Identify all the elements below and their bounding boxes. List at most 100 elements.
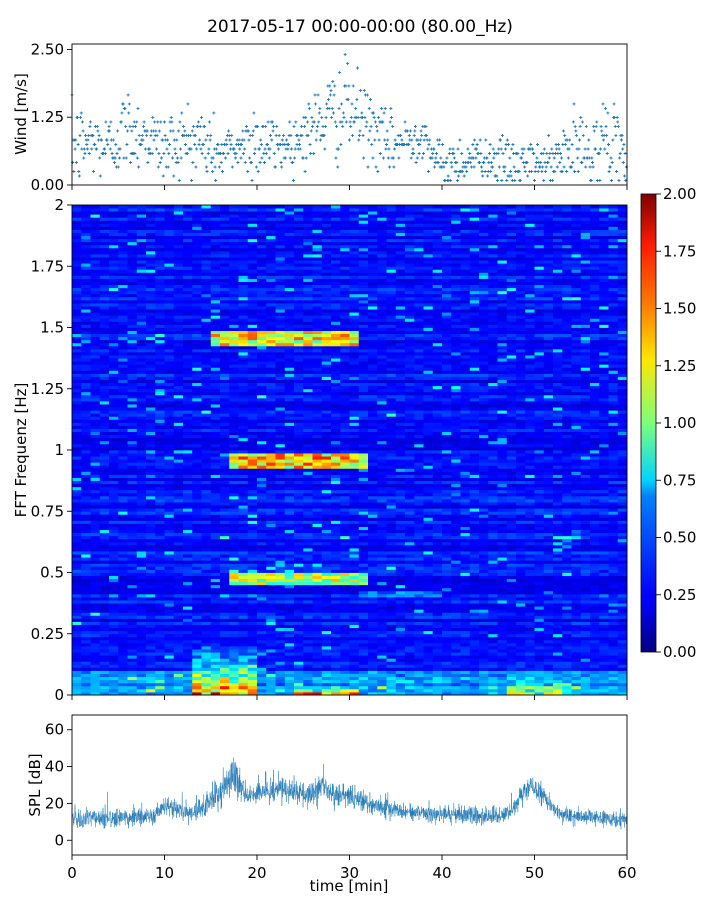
spectrogram-cell <box>506 492 517 497</box>
spectrogram-cell <box>488 624 498 629</box>
spectrogram-cell <box>127 584 138 589</box>
wind-point <box>336 165 340 169</box>
spectrogram-cell <box>590 679 600 684</box>
spectrogram-cell <box>460 529 471 534</box>
spectrogram-cell <box>284 688 295 693</box>
spectrogram-cell <box>617 566 628 570</box>
spectrogram-cell <box>423 532 434 537</box>
wind-point <box>618 156 622 160</box>
spectrogram-cell <box>312 514 323 518</box>
spectrogram-cell <box>303 486 313 491</box>
spectrogram-cell <box>358 633 369 638</box>
spectrogram-cell <box>90 670 101 674</box>
wind-point <box>594 147 598 151</box>
spectrogram-cell <box>414 508 424 512</box>
spectrogram-cell <box>525 575 535 580</box>
spectrogram-cell <box>173 541 184 546</box>
spectrogram-cell <box>257 523 267 527</box>
spectrogram-cell <box>451 572 461 576</box>
spectrogram-cell <box>506 505 517 509</box>
spectrogram-cell <box>395 636 406 641</box>
wind-point <box>300 133 304 137</box>
spectrogram-cell <box>340 593 350 598</box>
spectrogram-cell <box>479 603 489 607</box>
spectrogram-cell <box>275 541 286 546</box>
spectrogram-cell <box>303 514 313 518</box>
spectrogram-cell <box>395 685 406 690</box>
spectrogram-cell <box>553 661 563 665</box>
spectrogram-cell <box>99 514 110 518</box>
spectrogram-cell <box>331 499 341 503</box>
spectrogram-cell <box>516 557 526 561</box>
wind-point <box>285 138 289 142</box>
spectrogram-cell <box>460 649 471 653</box>
spectrogram-cell <box>543 569 554 573</box>
spectrogram-cell <box>155 679 165 684</box>
spectrogram-cell <box>247 639 258 644</box>
spectrogram-cell <box>617 499 628 503</box>
spectrogram-cell <box>247 563 258 567</box>
spectrogram-cell <box>553 658 563 662</box>
wind-point <box>365 93 369 97</box>
spectrogram-cell <box>183 572 193 576</box>
spectrogram-cell <box>173 532 184 537</box>
spectrogram-cell <box>109 538 119 543</box>
spectrogram-cell <box>414 569 424 573</box>
spectrogram-cell <box>303 633 313 638</box>
spectrogram-cell <box>183 639 193 644</box>
spectrogram-cell <box>562 581 572 586</box>
spectrogram-cell <box>525 627 535 632</box>
spectrogram-cell <box>136 529 147 534</box>
spectrogram-cell <box>118 627 128 632</box>
spectrogram-cell <box>580 621 591 625</box>
spectrogram-cell <box>617 572 628 576</box>
spectrogram-cell <box>599 557 609 561</box>
wind-point <box>165 147 169 151</box>
wind-point <box>230 133 234 137</box>
spectrogram-cell <box>534 615 545 619</box>
spectrogram-cell <box>99 600 110 604</box>
spectrogram-cell <box>192 581 202 586</box>
spectrogram-cell <box>109 499 119 503</box>
spectrogram-cell <box>442 560 452 564</box>
spectrogram-cell <box>257 492 267 497</box>
spectrogram-cell <box>183 655 193 659</box>
spectrogram-cell <box>562 554 572 558</box>
spectrogram-cell <box>192 636 202 641</box>
spectrogram-cell <box>617 603 628 607</box>
wind-point <box>78 133 82 137</box>
wind-point <box>517 169 521 173</box>
spectrogram-cell <box>451 649 461 653</box>
spectrogram-cell <box>312 492 323 497</box>
spectrogram-cell <box>229 670 239 674</box>
spectrogram-cell <box>118 685 128 690</box>
spectrogram-cell <box>414 551 424 555</box>
spectrogram-cell <box>109 670 119 674</box>
spectrogram-cell <box>349 523 360 527</box>
spectrogram-cell <box>99 544 110 549</box>
spectrogram-cell <box>506 557 517 561</box>
spectrogram-cell <box>127 597 138 601</box>
spectrogram-cell <box>405 590 415 595</box>
spectrogram-cell <box>349 624 360 629</box>
spectrogram-cell <box>164 624 175 629</box>
spectrogram-cell <box>90 655 101 659</box>
spectrogram-cell <box>562 630 572 635</box>
spectrogram-cell <box>284 541 295 546</box>
spectrogram-cell <box>349 489 360 494</box>
spectrogram-cell <box>294 624 304 629</box>
spectrogram-cell <box>506 520 517 524</box>
wind-point <box>368 129 372 133</box>
spectrogram-cell <box>432 581 443 586</box>
spectrogram-cell <box>312 642 323 647</box>
spectrogram-cell <box>506 615 517 619</box>
spectrogram-cell <box>460 661 471 665</box>
spectrogram-cell <box>423 569 434 573</box>
spectrogram-cell <box>81 627 91 632</box>
spectrogram-cell <box>442 526 452 531</box>
wind-point <box>151 115 155 119</box>
spectrogram-cell <box>109 630 119 635</box>
spectrogram-cell <box>275 554 286 558</box>
spectrogram-cell <box>312 624 323 629</box>
spectrogram-cell <box>580 609 591 613</box>
